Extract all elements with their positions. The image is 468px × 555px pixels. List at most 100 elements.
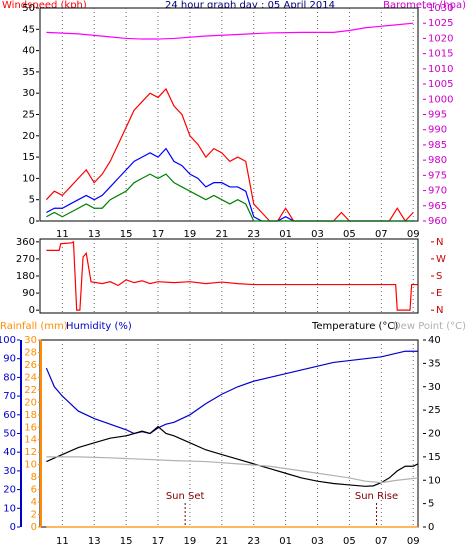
direction-tick-label: 180 bbox=[16, 271, 35, 282]
humidity-tick-label: 50 bbox=[3, 429, 16, 440]
humidity-tick-label: 0 bbox=[10, 522, 16, 533]
x-tick-label: 21 bbox=[215, 229, 228, 240]
wind-axis-label: Windspeed (kph) bbox=[2, 0, 87, 11]
x-tick-label: 11 bbox=[56, 229, 69, 240]
barometer-tick-label: 970 bbox=[428, 186, 447, 197]
x-tick-label: 05 bbox=[343, 536, 356, 547]
rain-tick-label: 10 bbox=[24, 460, 37, 471]
x-tick-label: 07 bbox=[375, 536, 388, 547]
barometer-tick-label: 995 bbox=[428, 110, 447, 121]
humidity-tick-label: 100 bbox=[0, 335, 16, 346]
series-line bbox=[46, 173, 414, 222]
dewpoint-axis-label: Dew Point (°C) bbox=[393, 321, 466, 332]
rain-tick-label: 8 bbox=[31, 472, 37, 483]
rain-tick-label: 14 bbox=[24, 435, 37, 446]
rain-tick-label: 30 bbox=[24, 335, 37, 346]
temperature-tick-label: 20 bbox=[428, 429, 441, 440]
compass-label: N bbox=[436, 305, 443, 316]
barometer-tick-label: 965 bbox=[428, 201, 447, 212]
wind-tick-label: 0 bbox=[29, 216, 35, 227]
temperature-tick-label: 40 bbox=[428, 335, 441, 346]
barometer-tick-label: 1020 bbox=[428, 33, 453, 44]
rain-tick-label: 28 bbox=[24, 347, 37, 358]
temperature-tick-label: 10 bbox=[428, 475, 441, 486]
x-tick-label: 15 bbox=[120, 229, 133, 240]
rain-axis-label: Rainfall (mm) bbox=[0, 321, 68, 332]
series-line bbox=[46, 240, 418, 311]
barometer-tick-label: 1010 bbox=[428, 64, 453, 75]
barometer-tick-label: 990 bbox=[428, 125, 447, 136]
chart-title: 24 hour graph day : 05 April 2014 bbox=[165, 0, 335, 11]
barometer-tick-label: 1005 bbox=[428, 79, 453, 90]
direction-tick-label: 0 bbox=[29, 305, 35, 316]
x-tick-label: 19 bbox=[184, 229, 197, 240]
x-tick-label: 01 bbox=[279, 229, 292, 240]
humidity-tick-label: 20 bbox=[3, 485, 16, 496]
barometer-tick-label: 985 bbox=[428, 140, 447, 151]
rain-tick-label: 4 bbox=[31, 497, 37, 508]
x-tick-label: 01 bbox=[279, 536, 292, 547]
barometer-tick-label: 1025 bbox=[428, 18, 453, 29]
wind-tick-label: 5 bbox=[29, 195, 35, 206]
temperature-tick-label: 15 bbox=[428, 452, 441, 463]
wind-tick-label: 35 bbox=[22, 67, 35, 78]
barometer-tick-label: 1000 bbox=[428, 94, 453, 105]
wind-tick-label: 10 bbox=[22, 173, 35, 184]
barometer-tick-label: 980 bbox=[428, 155, 447, 166]
direction-tick-label: 360 bbox=[16, 237, 35, 248]
humidity-axis-label: Humidity (%) bbox=[66, 321, 132, 332]
wind-tick-label: 50 bbox=[22, 3, 35, 14]
x-tick-label: 23 bbox=[247, 229, 260, 240]
barometer-axis-label: Barometer (hpa) bbox=[383, 0, 466, 11]
rain-tick-label: 26 bbox=[24, 360, 37, 371]
barometer-tick-label: 1030 bbox=[428, 3, 453, 14]
x-tick-label: 13 bbox=[88, 229, 101, 240]
humidity-tick-label: 70 bbox=[3, 391, 16, 402]
rain-tick-label: 2 bbox=[31, 510, 37, 521]
temperature-tick-label: 5 bbox=[428, 499, 434, 510]
compass-label: E bbox=[436, 288, 442, 299]
x-tick-label: 09 bbox=[407, 536, 420, 547]
temperature-axis-label: Temperature (°C) bbox=[311, 321, 398, 332]
temperature-tick-label: 35 bbox=[428, 358, 441, 369]
rain-tick-label: 18 bbox=[24, 410, 37, 421]
wind-tick-label: 20 bbox=[22, 131, 35, 142]
x-tick-label: 23 bbox=[247, 536, 260, 547]
rain-tick-label: 24 bbox=[24, 372, 37, 383]
barometer-tick-label: 1015 bbox=[428, 49, 453, 60]
x-tick-label: 19 bbox=[184, 536, 197, 547]
plot-frame bbox=[39, 238, 419, 314]
x-tick-label: 15 bbox=[120, 536, 133, 547]
humidity-tick-label: 40 bbox=[3, 447, 16, 458]
x-tick-label: 09 bbox=[407, 229, 420, 240]
wind-tick-label: 25 bbox=[22, 110, 35, 121]
rain-tick-label: 20 bbox=[24, 397, 37, 408]
wind-tick-label: 15 bbox=[22, 152, 35, 163]
rain-tick-label: 6 bbox=[31, 485, 37, 496]
temperature-tick-label: 30 bbox=[428, 382, 441, 393]
wind-tick-label: 30 bbox=[22, 88, 35, 99]
annotation: Sun Set bbox=[166, 491, 205, 502]
temperature-tick-label: 0 bbox=[428, 522, 434, 533]
humidity-tick-label: 10 bbox=[3, 503, 16, 514]
x-tick-label: 05 bbox=[343, 229, 356, 240]
rain-tick-label: 16 bbox=[24, 422, 37, 433]
x-tick-label: 13 bbox=[88, 536, 101, 547]
series-line bbox=[45, 350, 418, 435]
humidity-tick-label: 80 bbox=[3, 372, 16, 383]
x-tick-label: 03 bbox=[311, 229, 324, 240]
rain-tick-label: 22 bbox=[24, 385, 37, 396]
barometer-tick-label: 975 bbox=[428, 170, 447, 181]
compass-label: N bbox=[436, 237, 443, 248]
x-tick-label: 17 bbox=[152, 229, 165, 240]
rain-tick-label: 12 bbox=[24, 447, 37, 458]
rain-tick-label: 0 bbox=[31, 522, 37, 533]
direction-tick-label: 270 bbox=[16, 254, 35, 265]
wind-tick-label: 40 bbox=[22, 46, 35, 57]
temperature-tick-label: 25 bbox=[428, 405, 441, 416]
wind-tick-label: 45 bbox=[22, 24, 35, 35]
plot-frame bbox=[39, 339, 419, 528]
compass-label: S bbox=[436, 271, 442, 282]
x-tick-label: 11 bbox=[56, 536, 69, 547]
